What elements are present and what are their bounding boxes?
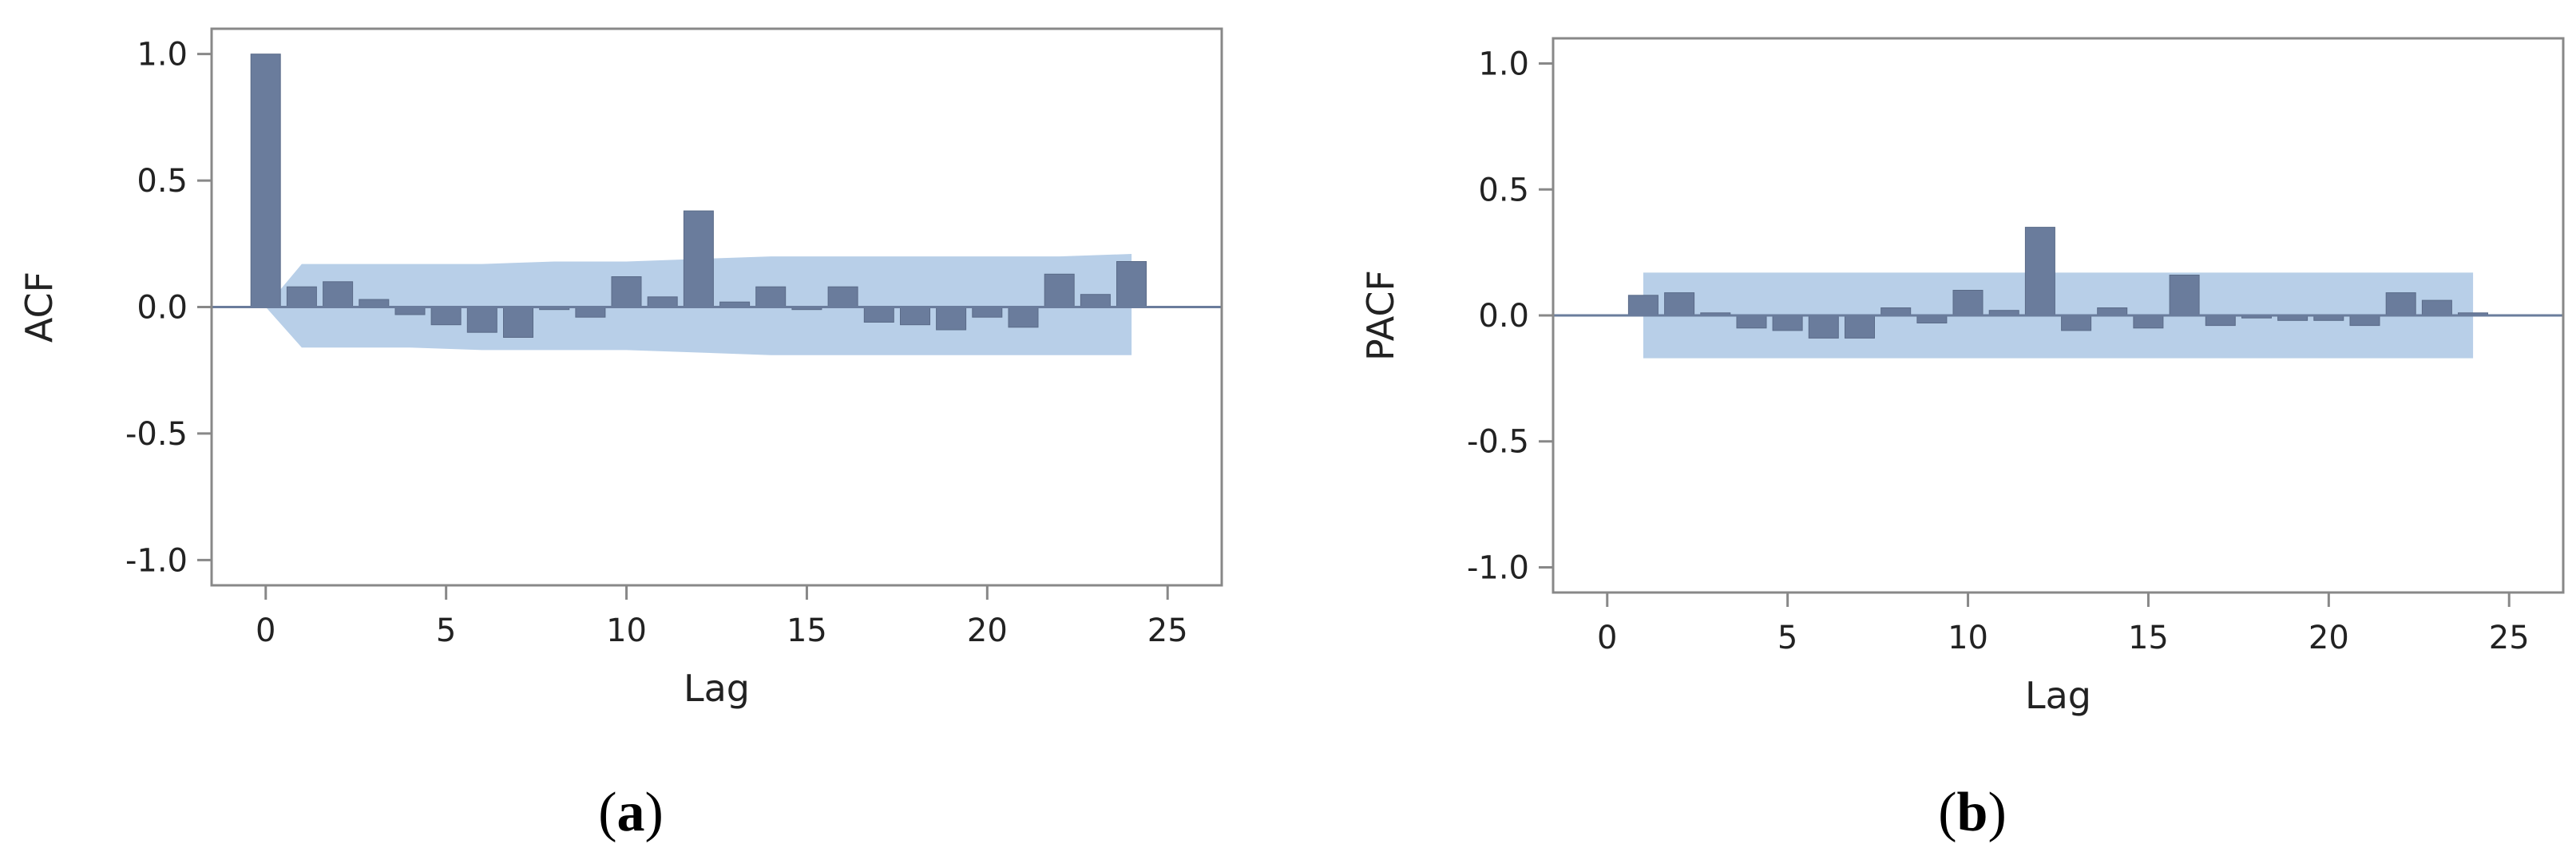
acf-bar-lag-20 xyxy=(972,307,1003,318)
acf-x-ticks-group: 0 5 10 15 20 25 xyxy=(256,585,1188,649)
pacf-bar-lag-12 xyxy=(2024,227,2055,316)
acf-bar-lag-11 xyxy=(647,296,678,307)
pacf-y-tick-label: 0.5 xyxy=(1478,172,1529,208)
acf-bar-lag-21 xyxy=(1008,307,1039,328)
pacf-bar-lag-1 xyxy=(1627,295,1659,316)
acf-panel: 1.0 0.5 0.0 -0.5 -1.0 0 5 10 15 20 25 Lag ACF (a) xyxy=(18,27,1223,843)
acf-bar-lag-22 xyxy=(1044,273,1075,307)
acf-y-tick-label: 0.0 xyxy=(137,290,188,327)
acf-bar-lag-16 xyxy=(827,286,858,308)
acf-bar-lag-18 xyxy=(900,307,930,326)
pacf-bar-lag-16 xyxy=(2169,275,2200,316)
pacf-x-ticks-group: 0 5 10 15 20 25 xyxy=(1597,593,2530,656)
pacf-x-axis-title: Lag xyxy=(2025,674,2091,717)
pacf-panel-caption: (b) xyxy=(1938,782,2007,843)
pacf-bar-lag-21 xyxy=(2349,315,2380,327)
acf-y-tick-label: -1.0 xyxy=(125,542,188,579)
acf-y-tick-label: -0.5 xyxy=(125,416,188,453)
acf-panel-letter: a xyxy=(617,782,645,843)
pacf-bar-lag-22 xyxy=(2385,292,2416,316)
pacf-x-tick-label: 0 xyxy=(1597,620,1617,656)
pacf-bar-lag-4 xyxy=(1736,315,1767,329)
pacf-bars-group xyxy=(1627,227,2488,339)
acf-x-tick-label: 20 xyxy=(967,612,1008,649)
acf-bar-lag-23 xyxy=(1080,294,1111,308)
pacf-panel: 1.0 0.5 0.0 -0.5 -1.0 0 5 10 15 20 25 Lag PACF (b… xyxy=(1359,37,2565,843)
acf-bar-lag-24 xyxy=(1116,261,1147,307)
acf-bar-lag-1 xyxy=(286,286,317,308)
pacf-x-tick-label: 25 xyxy=(2489,620,2530,656)
pacf-bar-lag-7 xyxy=(1845,315,1875,339)
pacf-x-tick-label: 15 xyxy=(2128,620,2169,656)
pacf-y-tick-label: -1.0 xyxy=(1467,549,1529,586)
pacf-bar-lag-15 xyxy=(2133,315,2164,329)
acf-bar-lag-19 xyxy=(936,307,967,331)
pacf-bar-lag-23 xyxy=(2421,299,2452,316)
acf-x-tick-label: 25 xyxy=(1147,612,1188,649)
acf-y-ticks-group: 1.0 0.5 0.0 -0.5 -1.0 xyxy=(125,37,212,579)
pacf-bar-lag-13 xyxy=(2061,315,2092,331)
acf-x-tick-label: 0 xyxy=(256,612,275,649)
pacf-bar-lag-17 xyxy=(2205,315,2236,327)
pacf-bar-lag-2 xyxy=(1664,292,1695,316)
pacf-y-tick-label: -0.5 xyxy=(1467,424,1529,461)
pacf-bar-lag-5 xyxy=(1772,315,1803,331)
pacf-bar-lag-10 xyxy=(1952,290,1984,316)
pacf-y-tick-label: 0.0 xyxy=(1478,298,1529,335)
pacf-y-ticks-group: 1.0 0.5 0.0 -0.5 -1.0 xyxy=(1467,46,1553,586)
acf-bars-group xyxy=(250,54,1147,338)
acf-bar-lag-6 xyxy=(466,307,497,333)
acf-y-axis-title: ACF xyxy=(18,271,61,343)
pacf-bar-lag-6 xyxy=(1808,315,1839,339)
acf-bar-lag-0 xyxy=(250,54,281,307)
acf-y-tick-label: 1.0 xyxy=(137,37,188,73)
acf-bar-lag-14 xyxy=(755,286,787,308)
acf-y-tick-label: 0.5 xyxy=(137,163,188,200)
pacf-panel-letter: b xyxy=(1957,782,1988,843)
acf-bar-lag-7 xyxy=(503,307,533,338)
acf-bar-lag-5 xyxy=(430,307,462,326)
pacf-y-tick-label: 1.0 xyxy=(1478,46,1529,83)
acf-bar-lag-9 xyxy=(575,307,606,318)
pacf-x-tick-label: 20 xyxy=(2308,620,2349,656)
pacf-y-axis-title: PACF xyxy=(1359,270,1402,361)
pacf-x-tick-label: 5 xyxy=(1777,620,1797,656)
acf-bar-lag-17 xyxy=(863,307,894,323)
acf-x-tick-label: 15 xyxy=(787,612,827,649)
acf-x-tick-label: 5 xyxy=(436,612,456,649)
acf-x-axis-title: Lag xyxy=(684,667,750,710)
acf-panel-caption: (a) xyxy=(598,782,664,843)
pacf-x-tick-label: 10 xyxy=(1948,620,1988,656)
acf-bar-lag-2 xyxy=(323,281,354,307)
acf-bar-lag-12 xyxy=(683,210,714,308)
acf-x-tick-label: 10 xyxy=(606,612,647,649)
acf-bar-lag-10 xyxy=(611,276,642,307)
